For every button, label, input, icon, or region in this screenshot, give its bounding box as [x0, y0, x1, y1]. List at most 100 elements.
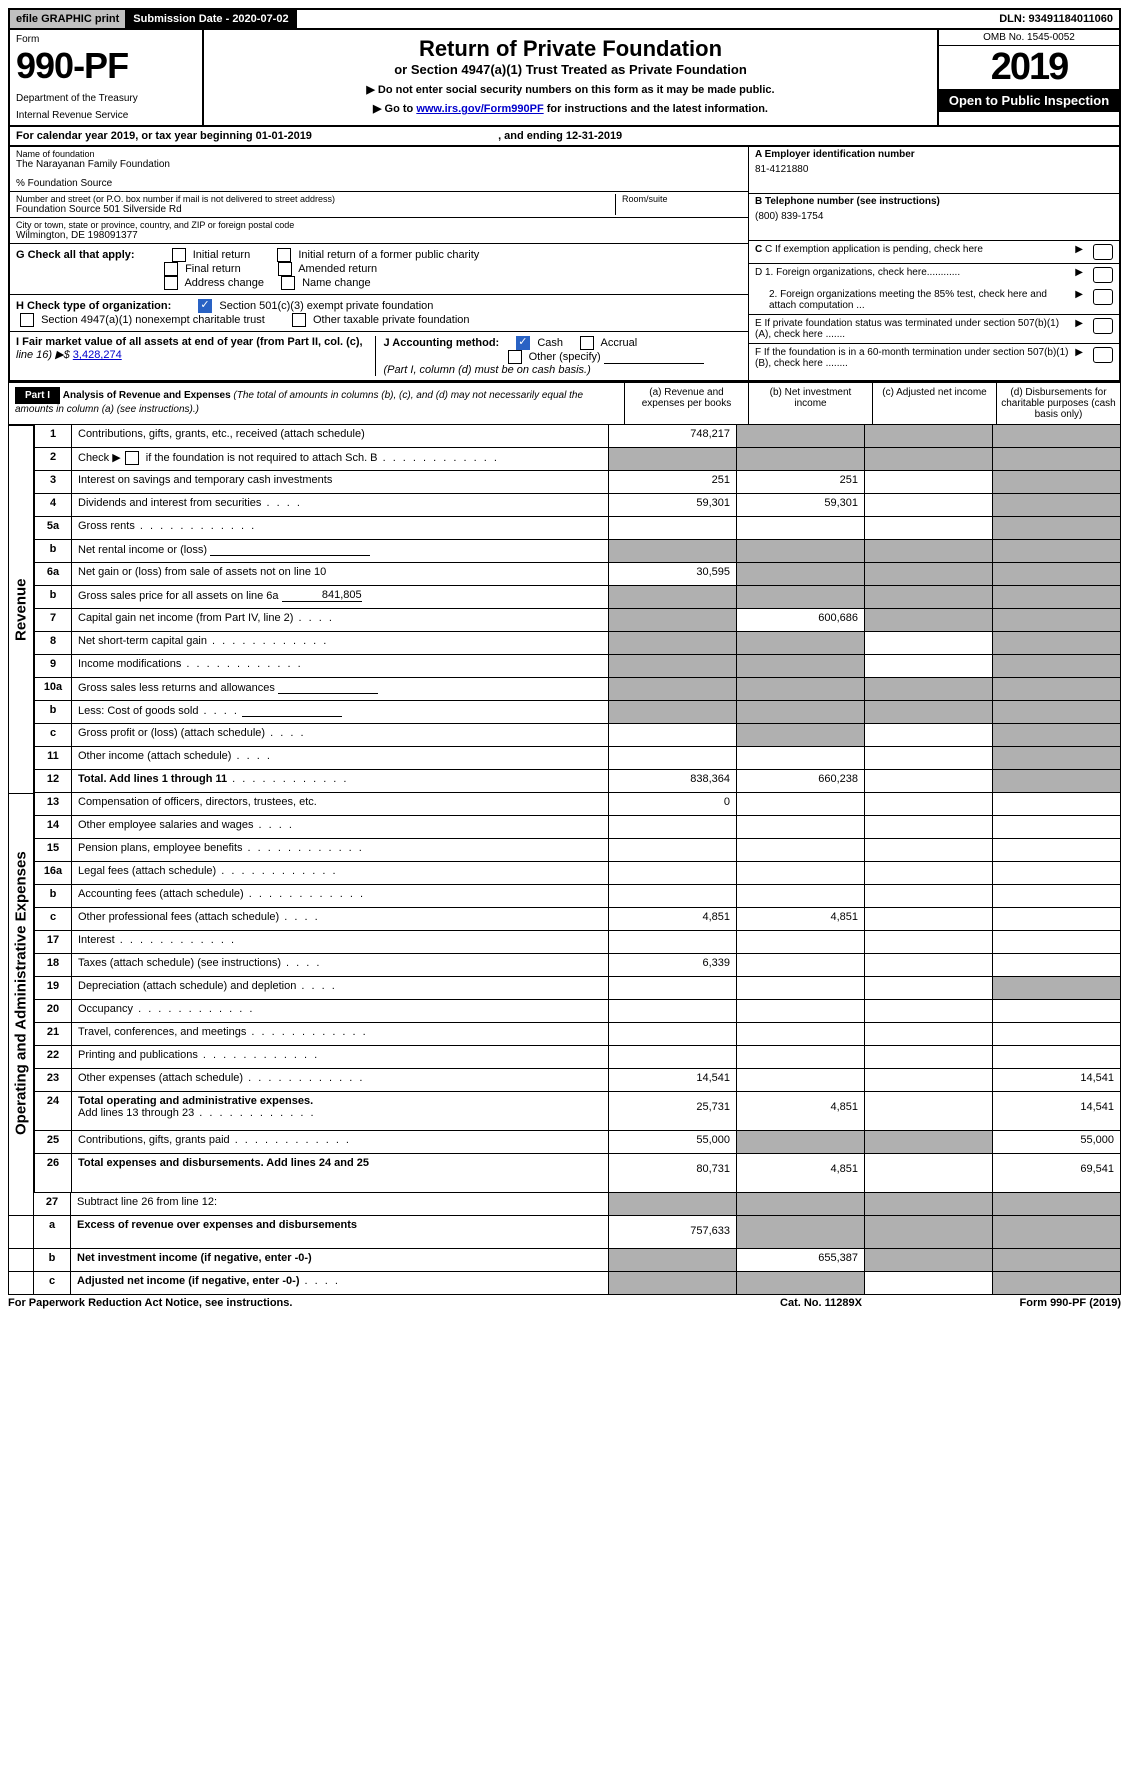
line16b-b — [736, 885, 864, 907]
line17-desc: Interest — [72, 931, 608, 953]
checkbox-address-change[interactable] — [164, 276, 178, 290]
line1-desc: Contributions, gifts, grants, etc., rece… — [72, 425, 608, 447]
tel-label: B Telephone number (see instructions) — [755, 196, 940, 207]
line10b-b — [736, 701, 864, 723]
line10a-c — [864, 678, 992, 700]
line6b-c — [864, 586, 992, 608]
line1-d — [992, 425, 1120, 447]
line22-d — [992, 1046, 1120, 1068]
line9-a — [608, 655, 736, 677]
ein-label: A Employer identification number — [755, 149, 915, 160]
line25-c — [864, 1131, 992, 1153]
line12-num: 12 — [35, 770, 72, 792]
footer: For Paperwork Reduction Act Notice, see … — [8, 1295, 1121, 1309]
line1-num: 1 — [35, 425, 72, 447]
col-d-header: (d) Disbursements for charitable purpose… — [996, 383, 1120, 424]
line6a-a: 30,595 — [608, 563, 736, 585]
line12-d — [992, 770, 1120, 792]
checkbox-final-return[interactable] — [164, 262, 178, 276]
efile-button[interactable]: efile GRAPHIC print — [10, 10, 127, 28]
line10b-d — [992, 701, 1120, 723]
line27-b — [736, 1193, 864, 1215]
line5b-b — [736, 540, 864, 562]
line11-a — [608, 747, 736, 769]
checkbox-accrual[interactable] — [580, 336, 594, 350]
line9-num: 9 — [35, 655, 72, 677]
line23-c — [864, 1069, 992, 1091]
line23-b — [736, 1069, 864, 1091]
g-amended: Amended return — [298, 263, 377, 275]
line27-d — [992, 1193, 1120, 1215]
checkbox-cash[interactable] — [516, 336, 530, 350]
fmv-value[interactable]: 3,428,274 — [73, 349, 122, 361]
cal-pre: For calendar year 2019, or tax year begi… — [16, 130, 256, 142]
submission-date: Submission Date - 2020-07-02 — [127, 10, 296, 28]
h-opt1: Section 501(c)(3) exempt private foundat… — [219, 300, 433, 312]
line4-num: 4 — [35, 494, 72, 516]
line24-a: 25,731 — [608, 1092, 736, 1130]
form990pf-link[interactable]: www.irs.gov/Form990PF — [416, 103, 543, 115]
checkbox-initial-former[interactable] — [277, 248, 291, 262]
line19-desc: Depreciation (attach schedule) and deple… — [72, 977, 608, 999]
checkbox-sch-b[interactable] — [125, 451, 139, 465]
checkbox-initial-return[interactable] — [172, 248, 186, 262]
d1-label: D 1. Foreign organizations, check here..… — [755, 267, 1071, 278]
line23-num: 23 — [35, 1069, 72, 1091]
line10a-d — [992, 678, 1120, 700]
line5b-c — [864, 540, 992, 562]
line6b-d — [992, 586, 1120, 608]
line20-b — [736, 1000, 864, 1022]
checkbox-4947a1[interactable] — [20, 313, 34, 327]
tel-value: (800) 839-1754 — [755, 211, 1113, 222]
line10b-num: b — [35, 701, 72, 723]
line18-num: 18 — [35, 954, 72, 976]
note2-post: for instructions and the latest informat… — [544, 103, 768, 115]
line18-d — [992, 954, 1120, 976]
calendar-year-row: For calendar year 2019, or tax year begi… — [8, 127, 1121, 147]
checkbox-c[interactable] — [1093, 244, 1113, 260]
line20-c — [864, 1000, 992, 1022]
line20-d — [992, 1000, 1120, 1022]
line2-c — [864, 448, 992, 470]
line26-num: 26 — [35, 1154, 72, 1192]
line22-b — [736, 1046, 864, 1068]
line16b-d — [992, 885, 1120, 907]
line26-d: 69,541 — [992, 1154, 1120, 1192]
line15-b — [736, 839, 864, 861]
line16a-b — [736, 862, 864, 884]
line10c-desc: Gross profit or (loss) (attach schedule) — [72, 724, 608, 746]
checkbox-f[interactable] — [1093, 347, 1113, 363]
line6a-b — [736, 563, 864, 585]
line26-b: 4,851 — [736, 1154, 864, 1192]
line22-a — [608, 1046, 736, 1068]
line26-desc: Total expenses and disbursements. Add li… — [72, 1154, 608, 1192]
omb-number: OMB No. 1545-0052 — [939, 30, 1119, 46]
checkbox-d2[interactable] — [1093, 289, 1113, 305]
line1-b — [736, 425, 864, 447]
line24-desc: Total operating and administrative expen… — [72, 1092, 608, 1130]
line3-c — [864, 471, 992, 493]
line6a-d — [992, 563, 1120, 585]
line6a-num: 6a — [35, 563, 72, 585]
line19-c — [864, 977, 992, 999]
checkbox-other-taxable[interactable] — [292, 313, 306, 327]
line27c-b — [736, 1272, 864, 1294]
line18-desc: Taxes (attach schedule) (see instruction… — [72, 954, 608, 976]
ein-value: 81-4121880 — [755, 164, 1113, 175]
line15-d — [992, 839, 1120, 861]
c-label: C If exemption application is pending, c… — [765, 244, 983, 255]
line26-a: 80,731 — [608, 1154, 736, 1192]
checkbox-name-change[interactable] — [281, 276, 295, 290]
revenue-vlabel: Revenue — [8, 425, 34, 793]
checkbox-other-method[interactable] — [508, 350, 522, 364]
checkbox-501c3[interactable] — [198, 299, 212, 313]
f-label: F If the foundation is in a 60-month ter… — [755, 347, 1071, 369]
line16b-desc: Accounting fees (attach schedule) — [72, 885, 608, 907]
line10a-desc: Gross sales less returns and allowances — [72, 678, 608, 700]
checkbox-amended[interactable] — [278, 262, 292, 276]
line27b-a — [608, 1249, 736, 1271]
checkbox-d1[interactable] — [1093, 267, 1113, 283]
checkbox-e[interactable] — [1093, 318, 1113, 334]
line16c-d — [992, 908, 1120, 930]
line16c-c — [864, 908, 992, 930]
